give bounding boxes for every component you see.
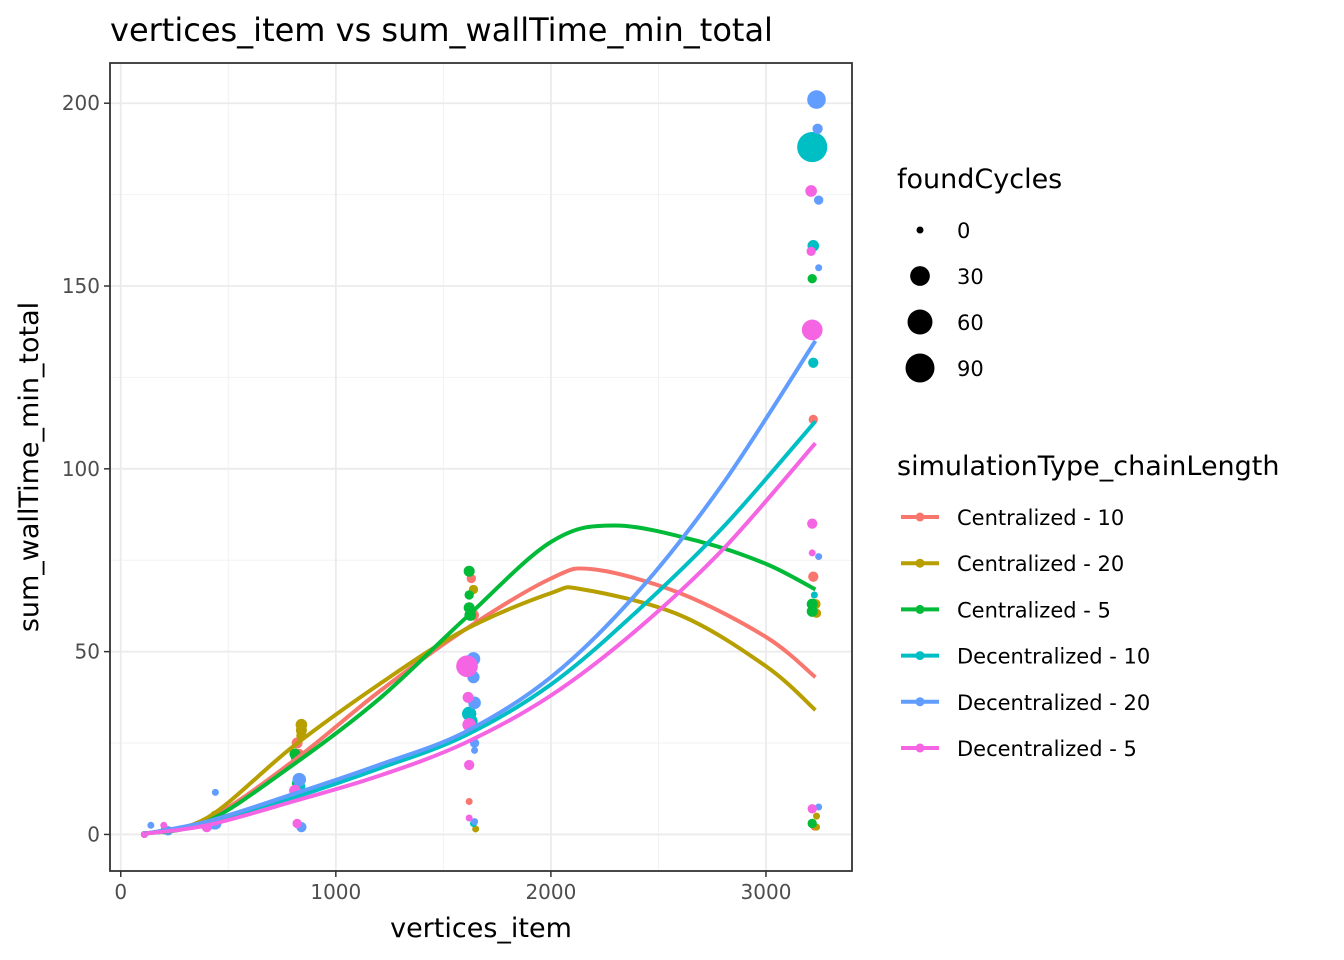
data-point [815, 553, 823, 561]
x-tick-label: 2000 [525, 880, 576, 904]
chart-title: vertices_item vs sum_wallTime_min_total [110, 11, 773, 49]
data-point [211, 788, 219, 796]
data-point [807, 818, 817, 829]
y-tick-label: 0 [87, 822, 100, 846]
data-point [805, 185, 817, 197]
data-point [456, 655, 478, 678]
color-legend-label: Decentralized - 5 [957, 737, 1137, 761]
y-tick-label: 200 [62, 91, 100, 115]
data-point [462, 691, 474, 703]
color-legend-dot [915, 651, 925, 661]
data-point [813, 812, 821, 820]
data-point [810, 591, 818, 599]
data-point [807, 274, 817, 284]
data-point [471, 746, 479, 754]
grid-minor [110, 63, 852, 871]
size-legend: foundCycles 0 30 60 90 [897, 164, 1062, 383]
color-legend-label: Centralized - 20 [957, 552, 1124, 576]
data-point [472, 825, 480, 833]
data-point [292, 818, 302, 829]
y-tick-label: 150 [62, 274, 100, 298]
data-point [807, 518, 818, 529]
color-legend-dot [915, 743, 925, 753]
data-point [797, 131, 828, 163]
data-point [147, 821, 155, 829]
y-axis-title: sum_wallTime_min_total [14, 302, 45, 632]
trend-line [143, 585, 817, 836]
trend-lines [143, 339, 818, 836]
size-legend-label: 30 [957, 265, 984, 289]
data-point [464, 590, 474, 600]
data-point [471, 818, 479, 826]
data-point [464, 759, 475, 771]
color-legend-dot [915, 558, 925, 568]
x-tick-label: 0 [114, 880, 127, 904]
color-legend: simulationType_chainLength Centralized -… [897, 451, 1280, 761]
data-point [808, 549, 816, 557]
y-tick-label: 100 [62, 457, 100, 481]
x-tick-label: 3000 [741, 880, 792, 904]
color-legend-label: Decentralized - 10 [957, 645, 1150, 669]
color-legend-dot [915, 697, 925, 707]
data-point [815, 264, 823, 272]
data-point [160, 821, 168, 829]
color-legend-label: Centralized - 5 [957, 598, 1111, 622]
size-legend-key [916, 226, 924, 234]
x-tick-label: 1000 [310, 880, 361, 904]
size-legend-key [905, 353, 935, 383]
size-legend-key [910, 266, 930, 286]
data-point [808, 571, 819, 582]
data-point [807, 804, 817, 814]
data-point [801, 319, 823, 341]
trend-line [144, 339, 818, 836]
trend-line [144, 419, 817, 836]
color-legend-title: simulationType_chainLength [897, 451, 1280, 482]
data-point [808, 357, 819, 368]
color-legend-label: Decentralized - 20 [957, 691, 1150, 715]
size-legend-title: foundCycles [897, 164, 1062, 195]
data-point [815, 803, 823, 811]
size-legend-label: 60 [957, 311, 984, 335]
data-point [463, 565, 475, 577]
size-legend-key [907, 309, 933, 335]
data-point [814, 195, 824, 205]
data-point [465, 814, 473, 822]
data-point [807, 90, 826, 109]
grid-major [110, 63, 852, 871]
data-point [812, 123, 823, 134]
data-point [465, 798, 473, 806]
y-axis-ticks: 0 50 100 150 200 [62, 91, 110, 846]
color-legend-dot [915, 604, 925, 614]
size-legend-label: 90 [957, 357, 984, 381]
size-legend-label: 0 [957, 219, 970, 243]
trend-line [143, 566, 817, 836]
plot-border [109, 62, 853, 872]
x-axis-ticks: 0 1000 2000 3000 [114, 871, 791, 904]
data-point [292, 772, 307, 787]
trend-line [144, 523, 817, 836]
trend-line [144, 441, 817, 836]
x-axis-title: vertices_item [390, 913, 572, 944]
y-tick-label: 50 [75, 640, 100, 664]
plot-panel [110, 63, 852, 871]
color-legend-dot [915, 512, 925, 522]
color-legend-label: Centralized - 10 [957, 506, 1124, 530]
data-point [806, 605, 818, 617]
data-point [806, 246, 816, 256]
